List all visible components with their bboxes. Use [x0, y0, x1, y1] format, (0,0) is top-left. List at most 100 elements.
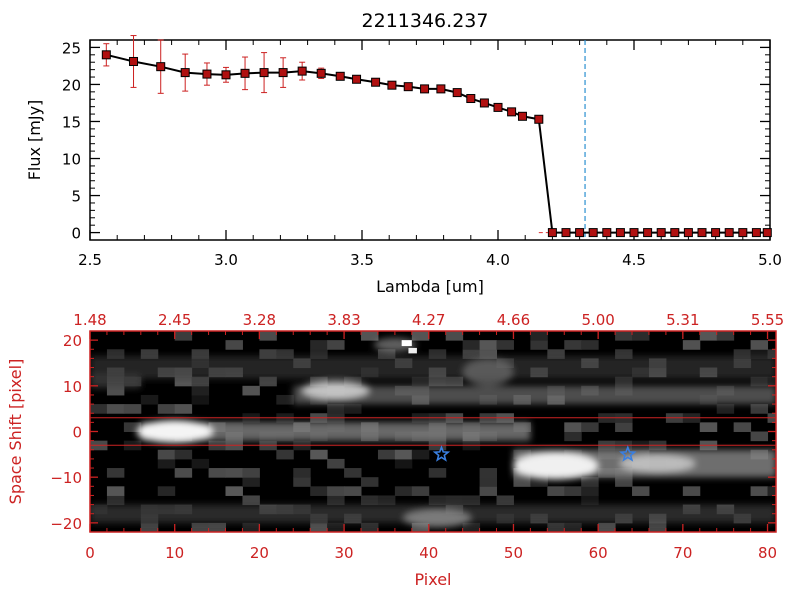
data-point [129, 56, 139, 66]
image-pixel [225, 486, 243, 496]
image-pixel [615, 331, 633, 341]
upper-source-peak [301, 381, 370, 400]
lower-secondary-peak [619, 454, 696, 473]
image-pixel [411, 486, 430, 496]
image-pixel [648, 522, 667, 532]
data-point [278, 68, 288, 78]
image-pixel [259, 376, 277, 387]
image-pixel [445, 495, 464, 506]
data-point [751, 228, 761, 238]
y-axis-label: Space Shift [pixel] [6, 359, 25, 505]
data-point [534, 114, 544, 124]
image-pixel [564, 422, 582, 432]
image-pixel [750, 431, 769, 442]
image-pixel [140, 349, 159, 359]
x-tick-label: 80 [758, 544, 777, 562]
x-tick-label: 5.0 [758, 251, 782, 269]
image-pixel [750, 376, 769, 387]
image-pixel [750, 486, 769, 496]
data-point [221, 70, 231, 80]
image-pixel [411, 376, 430, 387]
image-pixel [479, 468, 498, 478]
top-tick-label: 5.55 [751, 311, 784, 329]
data-point [670, 228, 680, 238]
x-tick-label: 30 [335, 544, 354, 562]
image-pixel [750, 349, 769, 359]
data-point [316, 68, 326, 78]
image-pixel [445, 376, 464, 387]
x-tick-label: 60 [589, 544, 608, 562]
image-pixel [750, 340, 769, 350]
chart-title: 2211346.237 [362, 10, 489, 32]
data-point [738, 228, 748, 238]
image-pixel [767, 486, 776, 496]
image-pixel [699, 331, 718, 341]
image-pixel [225, 340, 243, 350]
image-pixel [344, 468, 362, 478]
image-pixel [191, 376, 210, 387]
data-point [180, 68, 190, 78]
image-pixel [496, 340, 514, 350]
data-point [517, 111, 527, 121]
y-tick-label: 10 [63, 378, 82, 396]
image-pixel [174, 449, 193, 460]
star-marker [619, 445, 637, 462]
image-pixel [564, 340, 582, 350]
data-point [466, 94, 476, 104]
image-pixel [327, 522, 345, 532]
data-point [561, 228, 571, 238]
image-pixel [733, 422, 752, 432]
image-pixel [462, 495, 481, 506]
image-pixel [225, 468, 243, 478]
image-pixel [530, 340, 548, 350]
data-point [101, 50, 111, 60]
image-pixel [242, 522, 260, 532]
image-pixel [632, 486, 650, 496]
lower-source-peak [513, 452, 599, 480]
image-pixel [699, 422, 718, 432]
image-pixel [581, 477, 599, 487]
image-pixel [615, 349, 633, 359]
x-tick-label: 2.5 [78, 251, 102, 269]
top-tick-label: 3.28 [243, 311, 276, 329]
image-pixel [767, 349, 776, 359]
image-pixel [310, 376, 328, 387]
data-point [629, 228, 639, 238]
x-tick-label: 4.5 [622, 251, 646, 269]
image-pixel [140, 394, 159, 405]
image-pixel [310, 486, 328, 496]
y-tick-label: 20 [62, 76, 81, 94]
image-pixel [293, 468, 311, 478]
image-pixel [106, 385, 125, 396]
image-pixel [377, 495, 396, 506]
image-pixel [174, 404, 193, 414]
image-pixel [716, 404, 735, 414]
image-pixel [327, 486, 345, 496]
image-pixel [106, 468, 125, 478]
image-pixel [310, 340, 328, 350]
image-pixel [377, 349, 396, 359]
image-pixel [191, 458, 210, 469]
data-point [724, 228, 734, 238]
image-pixel [682, 486, 701, 496]
image-pixel [581, 495, 599, 506]
image-pixel [310, 449, 328, 460]
image-pixel [615, 422, 633, 432]
data-point [588, 228, 598, 238]
top-tick-label: 1.48 [73, 311, 106, 329]
image-pixel [259, 331, 277, 341]
image-pixel [716, 331, 735, 341]
top-tick-label: 3.83 [327, 311, 360, 329]
image-pixel [310, 349, 328, 359]
x-tick-label: 40 [419, 544, 438, 562]
image-pixel [581, 340, 599, 350]
x-tick-label: 3.5 [350, 251, 374, 269]
upper-middle-blob [462, 358, 514, 386]
top-band [90, 356, 776, 379]
top-tick-label: 4.27 [412, 311, 445, 329]
image-pixel [361, 495, 379, 506]
image-pixel [242, 495, 260, 506]
data-point [683, 228, 693, 238]
data-point [335, 71, 345, 81]
data-point [452, 88, 462, 98]
